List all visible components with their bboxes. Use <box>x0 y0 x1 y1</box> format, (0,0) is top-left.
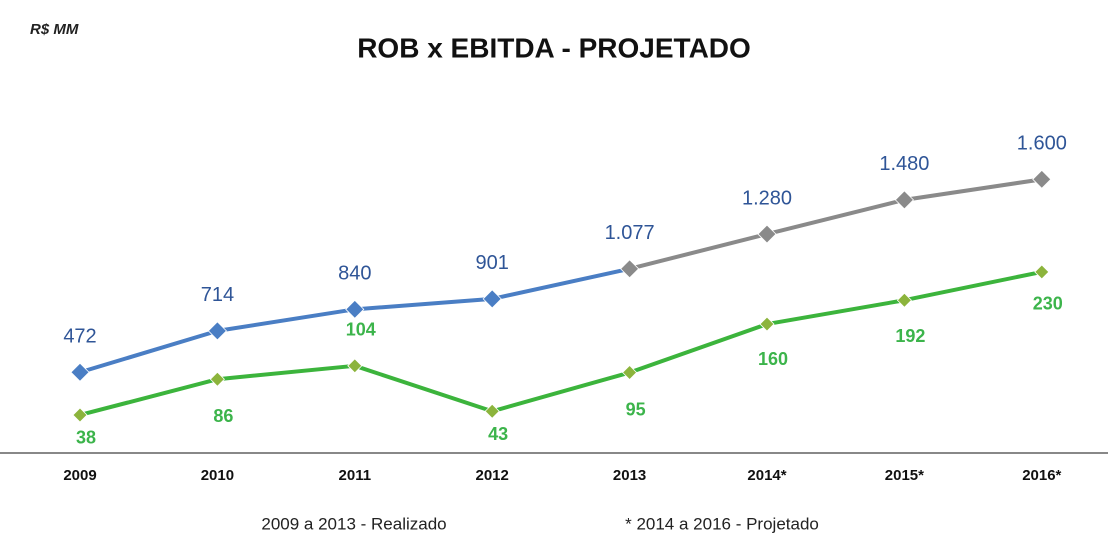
data-label: 901 <box>476 252 509 274</box>
x-tick-label: 2012 <box>476 467 509 484</box>
line-segment <box>78 377 220 417</box>
marker <box>207 321 227 341</box>
marker <box>1032 169 1052 189</box>
data-label: 840 <box>338 263 371 285</box>
line-segment <box>627 232 769 271</box>
line-segment <box>490 370 632 414</box>
marker <box>70 362 90 382</box>
data-label: 1.077 <box>605 222 655 244</box>
data-label: 230 <box>1033 294 1063 314</box>
chart-title: ROB x EBITDA - PROJETADO <box>357 32 751 63</box>
x-tick-label: 2009 <box>63 467 96 484</box>
data-label: 192 <box>895 326 925 346</box>
x-tick-label: 2010 <box>201 467 234 484</box>
marker <box>72 407 88 423</box>
line-segment <box>352 363 495 414</box>
line-segment <box>902 269 1044 303</box>
note: 2009 a 2013 - Realizado <box>261 514 446 533</box>
line-segment <box>215 363 357 382</box>
x-tick-label: 2016* <box>1022 467 1061 484</box>
data-label: 104 <box>346 320 376 340</box>
line-segment <box>902 177 1044 202</box>
line-segment <box>627 322 769 375</box>
data-label: 1.280 <box>742 187 792 209</box>
data-label: 43 <box>488 424 508 444</box>
line-segment <box>490 266 632 301</box>
line-segment <box>352 296 495 312</box>
line-segment <box>215 307 357 333</box>
unit-label: R$ MM <box>30 21 79 38</box>
marker <box>622 364 638 381</box>
line-segment <box>765 197 907 237</box>
marker <box>757 224 777 244</box>
note: * 2014 a 2016 - Projetado <box>625 514 819 533</box>
line-segment <box>765 298 907 327</box>
marker <box>1034 264 1050 280</box>
line-segment <box>78 328 220 375</box>
marker <box>894 190 914 210</box>
data-label: 160 <box>758 349 788 369</box>
data-label: 38 <box>76 428 96 448</box>
data-label: 1.600 <box>1017 133 1067 155</box>
data-label: 86 <box>213 406 233 426</box>
x-tick-label: 2011 <box>339 467 372 484</box>
marker <box>482 289 502 309</box>
x-tick-label: 2013 <box>613 467 646 484</box>
data-label: 714 <box>201 284 234 306</box>
marker <box>345 299 365 319</box>
data-label: 472 <box>63 326 96 348</box>
data-label: 95 <box>626 399 646 419</box>
marker <box>484 403 500 419</box>
marker <box>347 358 363 374</box>
marker <box>759 316 775 332</box>
data-label: 1.480 <box>879 153 929 175</box>
x-tick-label: 2015* <box>885 467 924 484</box>
x-tick-label: 2014* <box>747 467 786 484</box>
marker <box>896 292 912 308</box>
marker <box>209 371 225 387</box>
marker <box>620 259 640 279</box>
